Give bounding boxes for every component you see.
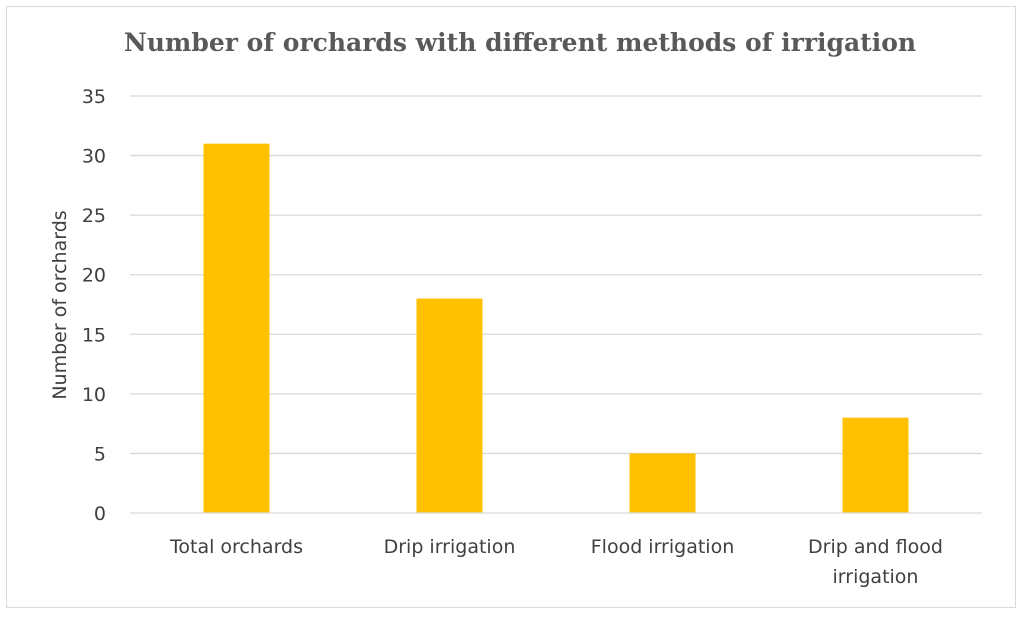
- x-category-label: Drip irrigation: [384, 536, 516, 558]
- y-tick-label: 15: [82, 324, 106, 346]
- chart-title: Number of orchards with different method…: [123, 28, 917, 57]
- gridlines: [130, 95, 982, 455]
- x-category-label: irrigation: [833, 566, 919, 588]
- y-tick-label: 25: [82, 205, 106, 227]
- y-tick-label: 20: [82, 265, 106, 287]
- x-category-label: Flood irrigation: [591, 536, 735, 558]
- x-axis-labels: Total orchards Drip irrigation Flood irrig…: [169, 536, 943, 588]
- y-tick-label: 30: [82, 146, 106, 168]
- bar: [203, 143, 270, 513]
- bar: [629, 453, 696, 513]
- y-tick-label: 5: [94, 443, 106, 465]
- y-tick-label: 0: [94, 503, 106, 525]
- y-axis-ticks: 0 5 10 15 20 25 30 35: [82, 86, 106, 525]
- y-tick-label: 10: [82, 384, 106, 406]
- bar: [842, 417, 909, 513]
- bars: [203, 143, 909, 513]
- y-tick-label: 35: [82, 86, 106, 108]
- x-category-label: Total orchards: [169, 536, 303, 558]
- bar: [416, 298, 483, 513]
- x-category-label: Drip and flood: [808, 536, 943, 558]
